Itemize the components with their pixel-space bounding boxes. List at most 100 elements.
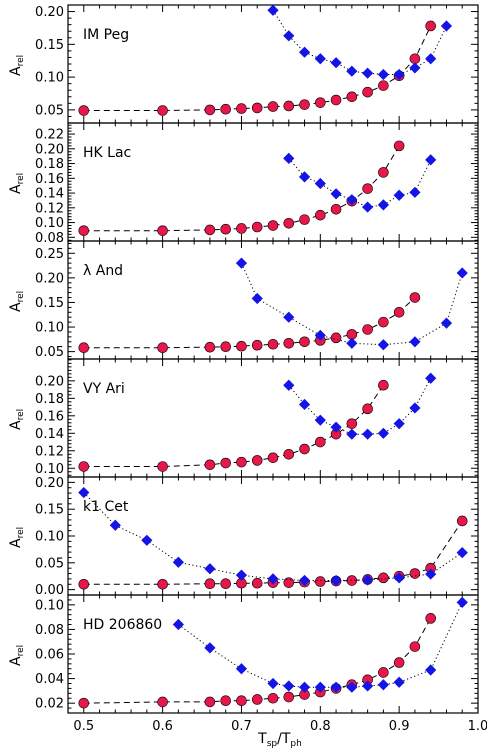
y-tick-label: 0.06 — [35, 648, 64, 663]
y-tick-label: 0.20 — [35, 476, 64, 491]
diamond-point — [314, 53, 326, 65]
y-tick-label: 0.10 — [35, 71, 64, 86]
circle-point — [315, 209, 326, 221]
circle-point — [330, 94, 342, 106]
diamond-point — [456, 267, 468, 279]
circle-point — [283, 100, 295, 112]
circle-point — [283, 448, 295, 460]
diamond-point — [330, 681, 342, 693]
diamond-point — [330, 57, 342, 69]
diamond-point — [283, 152, 295, 164]
circle-point — [315, 97, 326, 108]
diamond-point — [251, 292, 263, 305]
y-tick-label: 0.10 — [35, 216, 64, 231]
circle-point — [220, 578, 231, 590]
y-tick-label: 0.12 — [35, 444, 64, 459]
diamond-point — [377, 199, 389, 211]
circle-point — [236, 223, 247, 234]
diamond-point — [346, 65, 358, 77]
circle-point — [78, 578, 90, 590]
circle-point — [157, 342, 168, 353]
y-axis-title: Arel — [8, 409, 26, 430]
diamond-series-line — [241, 262, 463, 346]
panel-5: 0.00 0.05 0.10 0.15 0.20 Arel k1 Cet — [8, 476, 479, 598]
diamond-series-line — [288, 158, 432, 208]
diamond-point — [204, 563, 216, 575]
circle-point — [78, 225, 90, 236]
y-tick-label: 0.14 — [35, 427, 64, 442]
circle-point — [204, 578, 216, 590]
circle-point — [78, 105, 90, 116]
circle-point — [251, 455, 263, 466]
circle-point — [220, 341, 231, 353]
circle-point — [409, 641, 421, 652]
circle-point — [251, 221, 263, 233]
circle-point — [362, 86, 373, 98]
diamond-point — [204, 642, 216, 654]
diamond-series-line — [288, 377, 432, 435]
panel-label: λ And — [83, 263, 123, 279]
diamond-point — [456, 547, 468, 559]
circle-point — [78, 461, 90, 472]
diamond-point — [283, 379, 295, 391]
circle-point — [204, 104, 216, 116]
circle-point — [157, 578, 168, 590]
diamond-point — [440, 20, 453, 32]
circle-point — [346, 418, 358, 429]
diamond-point — [362, 680, 374, 692]
circle-point — [251, 102, 263, 114]
diamond-point — [330, 421, 342, 433]
x-tick-label: 1.0 — [468, 719, 487, 734]
diamond-point — [298, 46, 311, 58]
y-tick-label: 0.20 — [35, 142, 64, 157]
panel-3: 0.05 0.10 0.15 0.20 0.25 Arel λ And — [8, 240, 479, 360]
diamond-point — [362, 201, 374, 213]
circle-point — [267, 452, 279, 464]
diamond-point — [283, 680, 295, 692]
diamond-point — [393, 572, 405, 584]
y-tick-label: 0.15 — [35, 38, 64, 53]
circle-point — [236, 340, 247, 352]
diamond-point — [298, 681, 311, 693]
diamond-point — [283, 311, 295, 323]
circle-point — [425, 20, 436, 32]
circle-point — [409, 292, 421, 303]
y-tick-label: 0.10 — [35, 462, 64, 477]
diamond-point — [235, 257, 248, 269]
diamond-point — [409, 186, 421, 198]
circle-point — [362, 324, 373, 335]
diamond-point — [314, 177, 326, 190]
x-tick-label: 0.9 — [389, 719, 410, 734]
diamond-point — [393, 676, 405, 688]
circle-point — [315, 436, 326, 448]
circle-point — [267, 220, 279, 231]
y-tick-label: 0.18 — [35, 157, 64, 172]
circle-point — [267, 692, 279, 704]
circle-point — [393, 140, 405, 152]
y-tick-label: 0.00 — [35, 583, 64, 598]
panel-label: HK Lac — [83, 145, 131, 161]
y-tick-label: 0.22 — [35, 128, 64, 143]
y-tick-label: 0.08 — [35, 231, 64, 246]
circle-point — [315, 576, 326, 587]
circle-point — [346, 91, 358, 103]
diamond-point — [425, 53, 437, 65]
y-tick-label: 0.02 — [35, 697, 64, 712]
y-tick-label: 0.10 — [35, 321, 64, 336]
diamond-point — [314, 681, 326, 693]
circle-point — [157, 105, 168, 116]
diamond-point — [346, 337, 358, 349]
circle-point — [299, 336, 310, 348]
diamond-point — [409, 62, 421, 74]
circle-point — [283, 691, 295, 703]
diamond-point — [346, 428, 358, 440]
panel-2: 0.080.100.120.140.160.180.200.22 Arel HK L… — [8, 122, 479, 246]
circle-series-line — [83, 25, 432, 111]
circle-point — [157, 225, 168, 236]
circle-point — [299, 99, 310, 110]
y-tick-label: 0.20 — [35, 5, 64, 20]
panel-label: k1 Cet — [83, 499, 129, 515]
diamond-point — [377, 68, 389, 81]
circle-point — [378, 572, 389, 584]
